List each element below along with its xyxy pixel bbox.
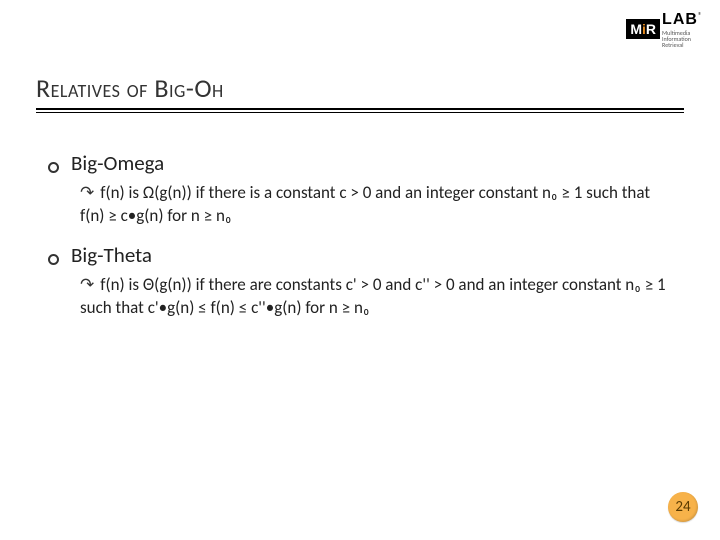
lab-logo: MiR LAB® Multimedia Information Retrieva… (626, 10, 702, 48)
title-underline (36, 112, 684, 113)
list-subitem-text: f(n) is Θ(g(n)) if there are constants c… (80, 274, 666, 318)
ring-bullet-icon (48, 254, 59, 265)
page-number-badge: 24 (668, 492, 698, 522)
logo-subtitle: Multimedia Information Retrieval (662, 30, 702, 48)
list-subitem: ↷f(n) is Θ(g(n)) if there are constants … (80, 274, 678, 320)
list-item: Big-Theta ↷f(n) is Θ(g(n)) if there are … (48, 242, 678, 320)
logo-r: R (646, 21, 656, 37)
script-bullet-icon: ↷ (80, 274, 94, 297)
page-number: 24 (675, 498, 690, 516)
logo-mir-box: MiR (626, 19, 660, 39)
list-item-head: Big-Theta (48, 242, 678, 268)
logo-m: M (630, 21, 642, 37)
list-subitem: ↷f(n) is Ω(g(n)) if there is a constant … (80, 182, 678, 228)
list-subitem-text: f(n) is Ω(g(n)) if there is a constant c… (80, 182, 650, 226)
list-item-label: Big-Omega (71, 150, 164, 176)
list-item: Big-Omega ↷f(n) is Ω(g(n)) if there is a… (48, 150, 678, 228)
list-item-head: Big-Omega (48, 150, 678, 176)
script-bullet-icon: ↷ (80, 182, 94, 205)
title-block: Relatives of Big-Oh (36, 72, 684, 113)
logo-lab: LAB (662, 11, 698, 28)
list-item-label: Big-Theta (71, 242, 152, 268)
content-area: Big-Omega ↷f(n) is Ω(g(n)) if there is a… (48, 150, 678, 334)
page-title: Relatives of Big-Oh (36, 72, 684, 110)
ring-bullet-icon (48, 162, 59, 173)
